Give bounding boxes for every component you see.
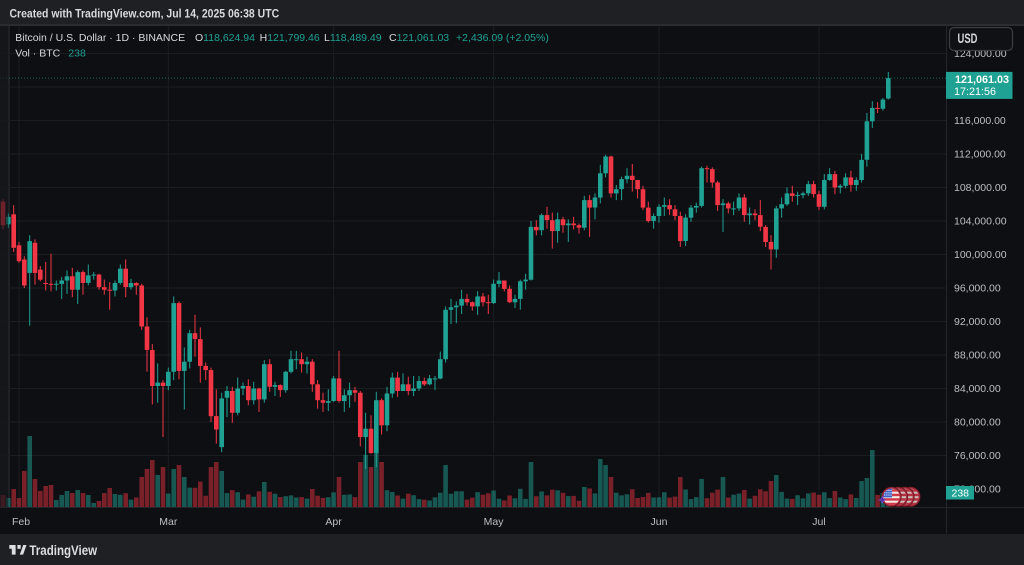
- svg-text:84,000.00: 84,000.00: [954, 383, 1001, 395]
- svg-text:Apr: Apr: [325, 516, 342, 528]
- svg-text:H121,799.46: H121,799.46: [260, 32, 320, 44]
- svg-text:100,000.00: 100,000.00: [954, 249, 1007, 261]
- svg-text:112,000.00: 112,000.00: [954, 149, 1006, 161]
- svg-text:116,000.00: 116,000.00: [954, 115, 1006, 127]
- svg-text:88,000.00: 88,000.00: [954, 350, 1001, 362]
- svg-text:TradingView: TradingView: [29, 543, 97, 558]
- svg-text:L118,489.49: L118,489.49: [324, 32, 382, 44]
- svg-text:80,000.00: 80,000.00: [954, 417, 1001, 429]
- svg-text:O118,624.94: O118,624.94: [195, 32, 255, 44]
- svg-text:238: 238: [68, 48, 86, 60]
- svg-text:96,000.00: 96,000.00: [954, 283, 1001, 295]
- svg-text:Created with TradingView.com,: Created with TradingView.com, Jul 14, 20…: [10, 8, 280, 21]
- svg-text:+2,436.09 (+2.05%): +2,436.09 (+2.05%): [456, 32, 549, 44]
- svg-text:121,061.03: 121,061.03: [955, 74, 1009, 86]
- svg-text:USD: USD: [958, 32, 978, 47]
- svg-text:Vol · BTC: Vol · BTC: [15, 48, 60, 60]
- svg-text:17:21:56: 17:21:56: [954, 86, 996, 98]
- svg-text:C121,061.03: C121,061.03: [389, 32, 449, 44]
- svg-text:104,000.00: 104,000.00: [954, 216, 1007, 228]
- svg-text:Jul: Jul: [812, 516, 825, 528]
- svg-text:May: May: [484, 516, 505, 528]
- svg-text:Feb: Feb: [12, 516, 30, 528]
- svg-text:Mar: Mar: [159, 516, 178, 528]
- svg-text:Jun: Jun: [651, 516, 668, 528]
- svg-text:108,000.00: 108,000.00: [954, 182, 1007, 194]
- svg-text:76,000.00: 76,000.00: [954, 450, 1001, 462]
- svg-text:92,000.00: 92,000.00: [954, 316, 1001, 328]
- svg-text:124,000.00: 124,000.00: [954, 48, 1007, 60]
- svg-text:238: 238: [952, 487, 970, 499]
- svg-text:Bitcoin / U.S. Dollar · 1D · B: Bitcoin / U.S. Dollar · 1D · BINANCE: [15, 32, 185, 44]
